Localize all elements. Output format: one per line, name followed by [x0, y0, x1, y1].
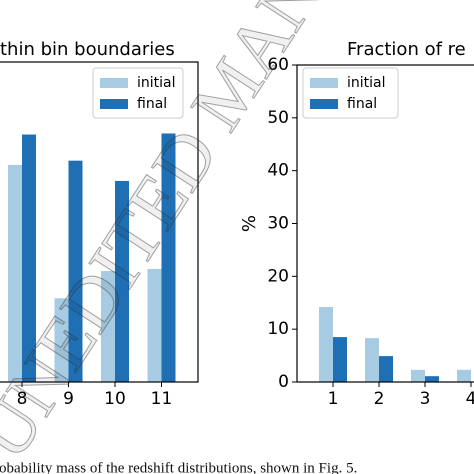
bar: [425, 376, 439, 382]
bar: [115, 180, 129, 382]
bar: [457, 369, 471, 382]
y-tick-label: 0: [278, 372, 289, 392]
axes-frame: [0, 61, 199, 383]
legend-swatch: [310, 99, 338, 109]
bar: [411, 369, 425, 382]
x-tick-label: 11: [151, 389, 173, 409]
bar: [22, 134, 36, 382]
y-tick-label: 10: [267, 319, 289, 339]
x-tick-label: 9: [63, 389, 74, 409]
bar: [54, 298, 69, 382]
bar: [101, 271, 115, 382]
chart-title: Fraction of re: [347, 39, 466, 60]
x-tick-label: 10: [104, 389, 126, 409]
bar: [8, 164, 22, 382]
legend-label: initial: [137, 75, 176, 91]
x-tick-label: 1: [328, 389, 339, 409]
bar: [379, 356, 393, 382]
bar: [161, 133, 176, 382]
y-tick-label: 30: [267, 214, 289, 234]
legend-swatch: [100, 78, 128, 88]
x-tick-label: 3: [420, 389, 431, 409]
bar: [365, 338, 379, 382]
x-tick-label: 2: [374, 389, 385, 409]
y-tick-label: 20: [267, 266, 289, 286]
bar: [319, 306, 333, 382]
x-tick-label: 8: [17, 389, 28, 409]
legend-swatch: [100, 99, 128, 109]
y-axis-label: %: [239, 215, 260, 232]
bar: [333, 337, 347, 382]
legend-label: initial: [347, 75, 386, 91]
y-tick-label: 40: [267, 161, 289, 181]
caption: robability mass of the redshift distribu…: [0, 460, 357, 474]
x-tick-label: 4: [466, 389, 474, 409]
y-tick-label: 60: [267, 55, 289, 75]
legend-swatch: [310, 78, 338, 88]
legend-label: final: [137, 96, 167, 112]
legend-label: final: [347, 96, 377, 112]
bar: [147, 268, 162, 382]
chart-title: thin bin boundaries: [0, 39, 175, 60]
y-tick-label: 50: [267, 108, 289, 128]
bar: [68, 160, 83, 382]
